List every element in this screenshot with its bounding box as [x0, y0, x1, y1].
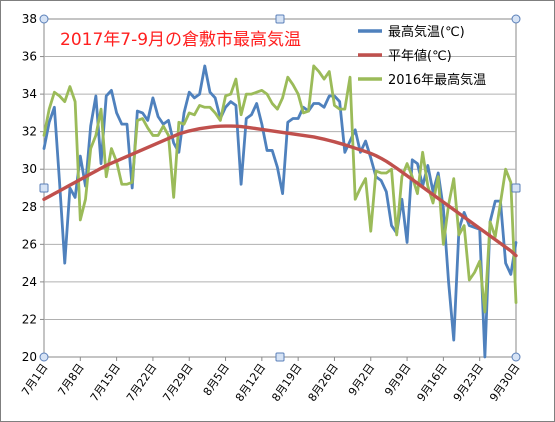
handle-top-right[interactable]	[511, 14, 521, 24]
y-tick-label: 22	[22, 312, 37, 326]
handle-top-center[interactable]	[275, 14, 285, 24]
y-tick-label: 34	[22, 87, 37, 101]
handle-bottom-center[interactable]	[275, 352, 285, 362]
y-tick-label: 28	[22, 200, 37, 214]
y-tick-label: 32	[22, 125, 37, 139]
y-axis: 20 22 24 26 28 30 32 34 36 38	[22, 12, 44, 364]
handle-middle-left[interactable]	[39, 183, 49, 193]
legend[interactable]: 最高気温(℃) 平年値(℃) 2016年最高気温	[358, 24, 486, 88]
y-tick-label: 24	[22, 275, 37, 289]
y-tick-label: 36	[22, 50, 37, 64]
series-line-1[interactable]	[42, 124, 518, 258]
series-layer	[42, 64, 518, 359]
plot-area	[43, 18, 517, 358]
handle-bottom-left[interactable]	[39, 352, 49, 362]
y-tick-label: 20	[22, 350, 37, 364]
legend-label: 最高気温(℃)	[388, 24, 465, 40]
y-tick-label: 38	[22, 12, 37, 26]
chart-title: 2017年7-9月の倉敷市最高気温	[60, 30, 301, 50]
y-tick-label: 30	[22, 162, 37, 176]
handle-top-left[interactable]	[39, 14, 49, 24]
handle-middle-right[interactable]	[511, 183, 521, 193]
selection-handles[interactable]	[39, 14, 521, 362]
y-tick-label: 26	[22, 237, 37, 251]
legend-label: 平年値(℃)	[388, 48, 452, 64]
handle-bottom-right[interactable]	[511, 352, 521, 362]
legend-label: 2016年最高気温	[388, 72, 486, 88]
series-line-2[interactable]	[42, 64, 518, 314]
